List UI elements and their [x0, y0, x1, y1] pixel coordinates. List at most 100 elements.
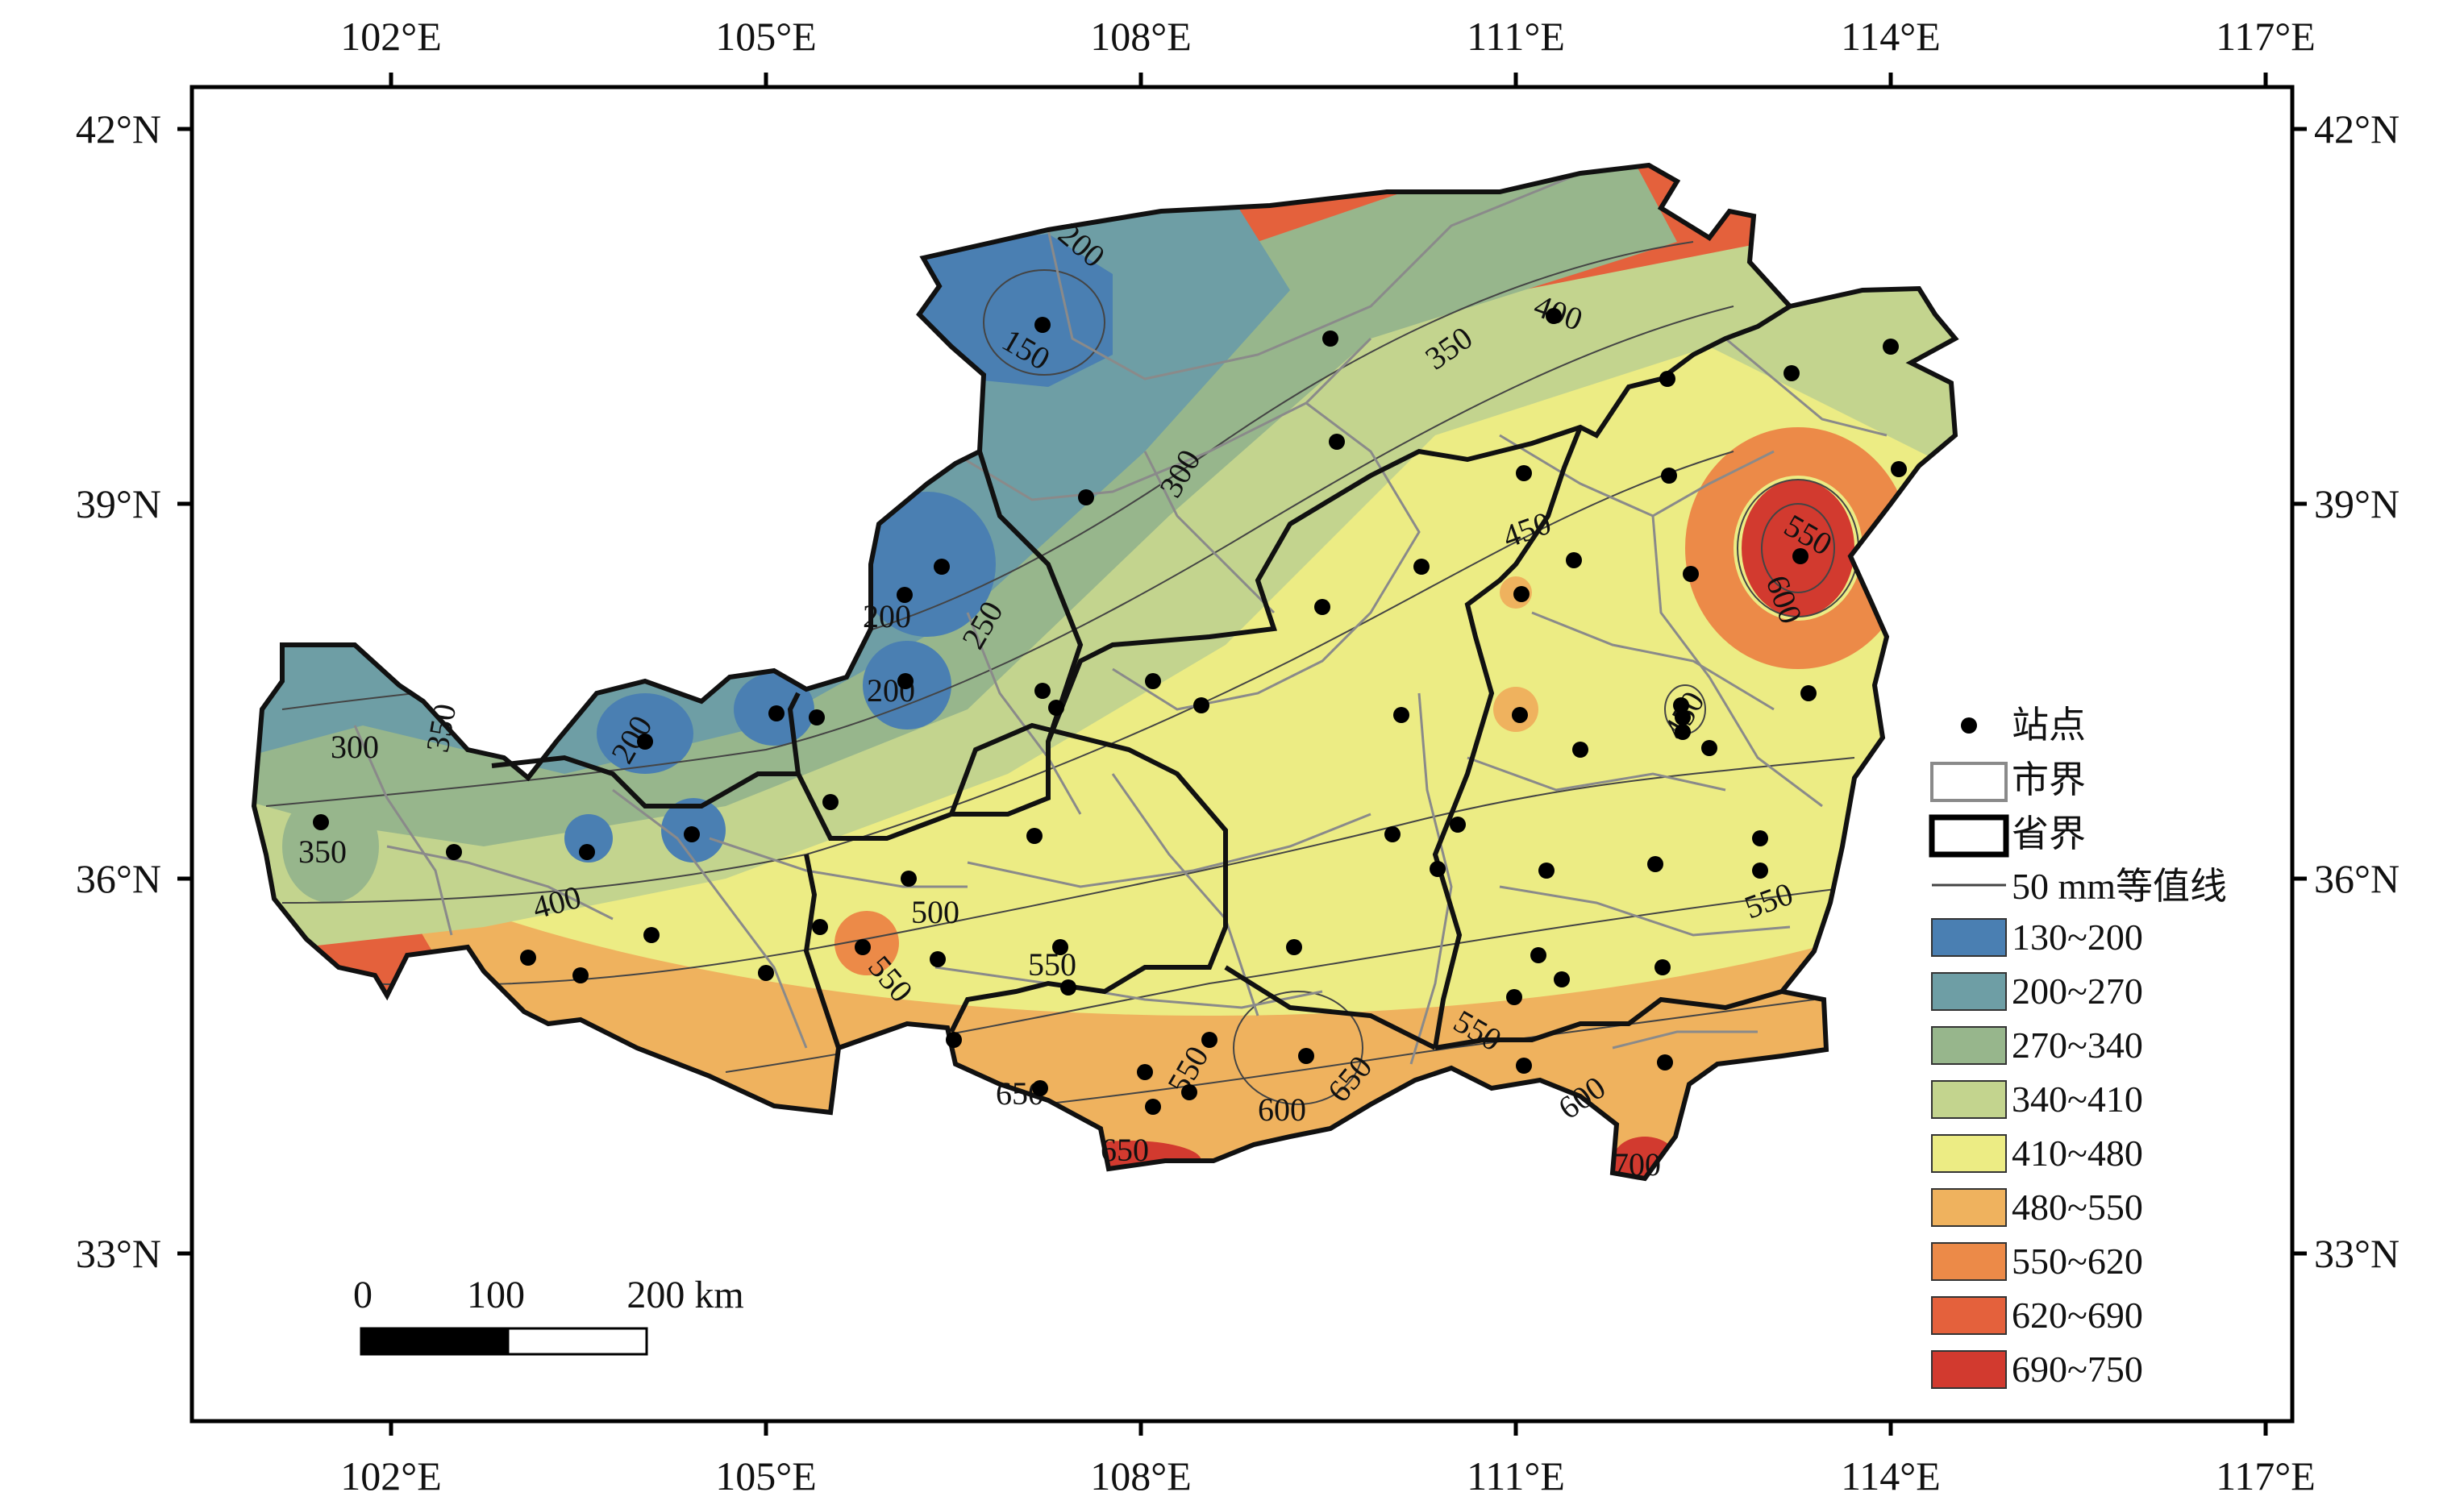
station-point [1883, 339, 1899, 355]
station-point [1329, 434, 1345, 450]
station-point [1048, 700, 1064, 716]
station-point [1800, 685, 1817, 701]
legend-swatch [1931, 1242, 2007, 1281]
station-point [1752, 830, 1768, 846]
legend-province-border-label: 省界 [2012, 813, 2086, 854]
legend-swatch [1931, 1134, 2007, 1173]
legend-class-label: 550~620 [2012, 1241, 2143, 1282]
legend-class-label: 270~340 [2012, 1025, 2143, 1066]
station-point [1675, 724, 1691, 740]
station-point [809, 709, 825, 725]
lat-label: 42°N [2314, 106, 2399, 152]
lat-label: 36°N [76, 856, 161, 901]
lat-label: 33°N [76, 1231, 161, 1276]
bottom-longitude-labels: 102°E 105°E 108°E 111°E 114°E 117°E [340, 1453, 2316, 1499]
station-point [446, 844, 462, 860]
contour-label: 600 [1258, 1091, 1306, 1128]
legend-province-border-symbol [1929, 814, 2009, 858]
legend: 站点 市界 省界 50 mm等值线 130~200 200~270 270~340 3… [1929, 705, 2227, 1390]
legend-city-border-symbol [1930, 762, 2008, 802]
lon-label: 108°E [1090, 14, 1192, 59]
legend-swatch [1931, 1080, 2007, 1119]
legend-swatch [1931, 1350, 2007, 1389]
scale-bar: 0 100 200 km [353, 1274, 744, 1356]
station-point [1783, 365, 1800, 381]
city-borders [353, 172, 1888, 1065]
station-point [1891, 461, 1907, 477]
contour-label: 650 [1101, 1132, 1149, 1168]
lat-label: 33°N [2314, 1231, 2399, 1276]
contour-label: 300 [331, 729, 379, 765]
legend-swatch [1931, 1188, 2007, 1227]
station-point [897, 673, 914, 689]
station-point [758, 965, 774, 981]
station-point [855, 939, 871, 955]
station-point [1413, 559, 1430, 575]
legend-class-label: 480~550 [2012, 1187, 2143, 1228]
station-point [1032, 1080, 1048, 1096]
station-point [572, 967, 589, 983]
station-point [901, 871, 917, 887]
contour-label: 700 [1613, 1146, 1661, 1183]
station-point [1052, 939, 1068, 955]
zone-high-ne [1742, 480, 1854, 617]
lon-label: 108°E [1090, 1453, 1192, 1499]
stations [313, 308, 1907, 1115]
legend-station-symbol [1961, 717, 1977, 734]
lon-label: 114°E [1841, 1453, 1941, 1499]
station-point [1145, 673, 1161, 689]
station-point [1516, 1058, 1532, 1074]
left-latitude-labels: 42°N 39°N 36°N 33°N [76, 106, 161, 1276]
station-point [1137, 1064, 1153, 1080]
lon-label: 114°E [1841, 14, 1941, 59]
station-point [1657, 1054, 1673, 1070]
station-point [897, 587, 913, 603]
station-point [1078, 489, 1094, 505]
station-point [637, 734, 653, 750]
lon-label: 111°E [1467, 14, 1565, 59]
lat-label: 39°N [2314, 481, 2399, 526]
legend-station-label: 站点 [2012, 705, 2086, 746]
station-point [1675, 709, 1691, 725]
legend-swatch [1931, 1026, 2007, 1065]
right-latitude-labels: 42°N 39°N 36°N 33°N [2314, 106, 2399, 1276]
station-point [1034, 683, 1051, 699]
station-point [1683, 566, 1699, 582]
station-point [768, 705, 785, 721]
station-point [930, 951, 946, 967]
legend-class-label: 410~480 [2012, 1133, 2143, 1174]
zone-sw-green [282, 790, 379, 903]
station-point [1201, 1032, 1217, 1048]
station-point [1322, 330, 1338, 347]
station-point [684, 826, 700, 842]
legend-city-border-label: 市界 [2012, 759, 2086, 800]
station-point [1298, 1048, 1314, 1064]
station-point [643, 927, 660, 943]
province-borders [491, 304, 1792, 1050]
station-point [1752, 863, 1768, 879]
station-point [1516, 465, 1532, 481]
scale-bar-white [506, 1327, 648, 1356]
contour-label: 500 [911, 894, 959, 930]
lon-label: 105°E [715, 1453, 817, 1499]
station-point [1572, 742, 1588, 758]
station-point [1792, 548, 1808, 564]
station-point [1546, 308, 1562, 324]
legend-class-label: 340~410 [2012, 1079, 2143, 1120]
station-point [1506, 989, 1522, 1005]
station-point [1701, 740, 1717, 756]
station-point [1673, 697, 1689, 713]
lon-label: 117°E [2216, 14, 2316, 59]
scale-label-0: 0 [353, 1274, 373, 1316]
station-point [1026, 828, 1043, 844]
legend-swatch [1931, 918, 2007, 957]
lon-label: 102°E [340, 14, 442, 59]
legend-classes: 130~200 200~270 270~340 340~410 410~480 480~5… [1931, 917, 2143, 1390]
station-point [934, 559, 950, 575]
study-area-outline [251, 162, 1959, 1182]
station-point [520, 950, 536, 966]
zone-130-200-e [564, 814, 613, 863]
zone-130-200-a [859, 492, 996, 637]
station-point [1513, 586, 1530, 602]
station-point [1512, 707, 1528, 723]
